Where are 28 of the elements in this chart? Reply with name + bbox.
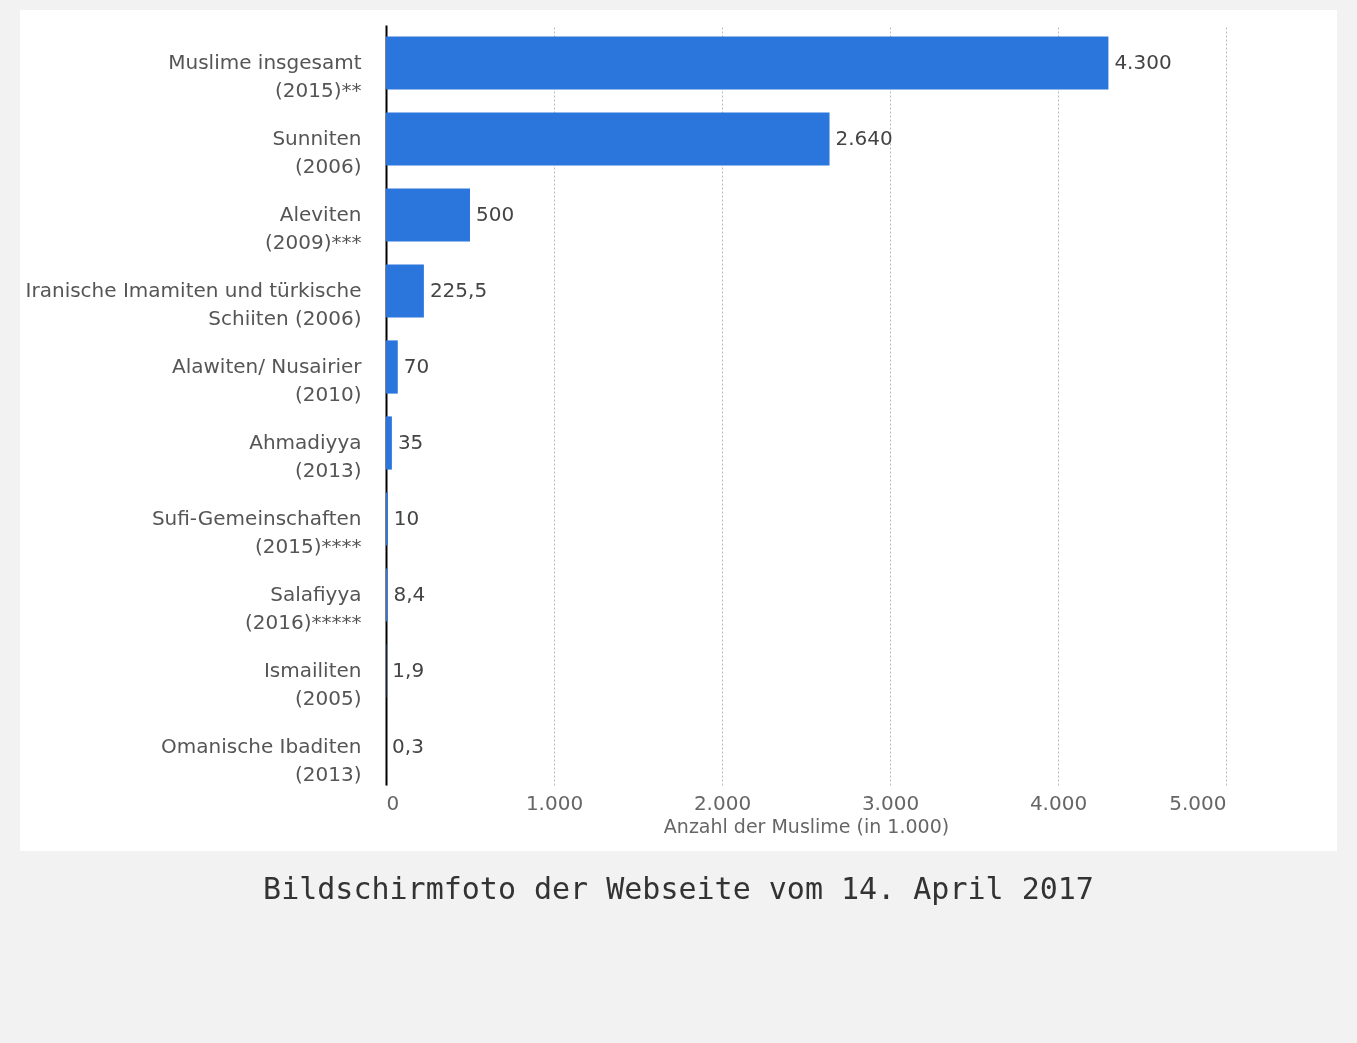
x-axis-title: Anzahl der Muslime (in 1.000): [663, 814, 950, 837]
data-label: 70: [403, 354, 430, 378]
data-label: 1,9: [392, 658, 425, 682]
y-tick-label: Muslime insgesamt (2015)**: [168, 50, 362, 102]
x-tick-label: 3.000: [861, 790, 920, 815]
x-tick-label: 1.000: [525, 790, 584, 815]
y-tick-label: Sunniten (2006): [272, 126, 362, 178]
data-label: 8,4: [393, 582, 426, 606]
y-tick-label: Omanische Ibaditen (2013): [161, 734, 362, 786]
x-tick-label: 5.000: [1169, 790, 1227, 815]
data-label: 2.640: [835, 126, 893, 150]
x-tick-label: 0: [386, 790, 400, 815]
text: Bildschirmfoto der Webseite vom 14. April 2017: [262, 871, 1095, 906]
y-tick-label: Iranische Imamiten und türkische Schiiten (2006): [25, 278, 362, 330]
y-tick-label: Salafiyya (2016)*****: [244, 582, 362, 634]
data-label: 500: [476, 202, 515, 226]
data-label: 225,5: [429, 278, 488, 302]
x-tick-label: 2.000: [693, 790, 752, 815]
data-label: 35: [397, 430, 424, 454]
x-tick-label: 4.000: [1029, 790, 1088, 815]
y-tick-label: Sufi-Gemeinschaften (2015)****: [151, 506, 362, 558]
data-label: 4.300: [1114, 50, 1172, 74]
y-tick-label: Ismailiten (2005): [263, 658, 362, 710]
y-tick-label: Alawiten/ Nusairier (2010): [171, 354, 363, 406]
data-label: 0,3: [392, 734, 424, 758]
data-label: 10: [393, 506, 420, 530]
y-tick-label: Ahmadiyya (2013): [249, 430, 362, 482]
y-tick-label: Aleviten (2009)***: [264, 202, 362, 254]
